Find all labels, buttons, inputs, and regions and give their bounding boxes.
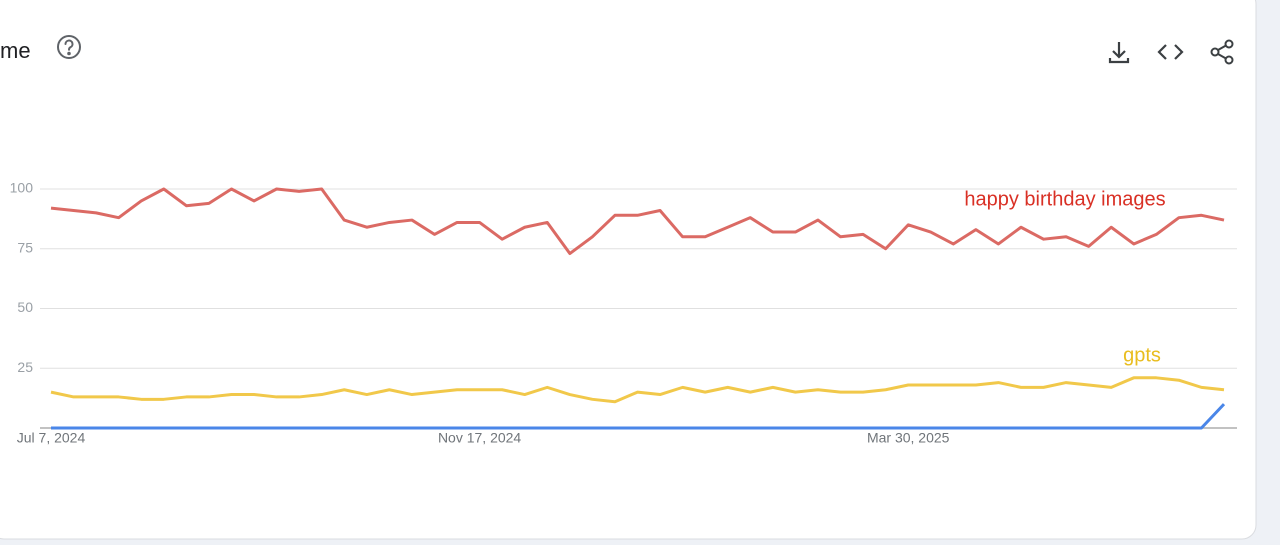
y-tick-label: 50 bbox=[17, 299, 33, 315]
y-tick-label: 25 bbox=[17, 359, 33, 375]
y-tick-label: 100 bbox=[10, 180, 34, 196]
card bbox=[0, 0, 1257, 540]
share-icon[interactable] bbox=[1210, 39, 1234, 65]
embed-icon[interactable] bbox=[1157, 44, 1184, 60]
x-tick-label: Jul 7, 2024 bbox=[17, 430, 86, 446]
series-line bbox=[50, 187, 1225, 256]
card-title: me bbox=[0, 38, 31, 63]
series-label: happy birthday images bbox=[964, 188, 1165, 210]
series-line bbox=[51, 403, 1226, 430]
x-tick-label: Nov 17, 2024 bbox=[438, 430, 521, 446]
y-tick-label: 75 bbox=[17, 239, 33, 255]
x-tick-label: Mar 30, 2025 bbox=[867, 430, 950, 446]
series-label: gpts bbox=[1123, 344, 1161, 366]
download-icon[interactable] bbox=[1108, 42, 1130, 64]
series-line bbox=[50, 376, 1225, 404]
help-icon[interactable] bbox=[57, 35, 81, 59]
